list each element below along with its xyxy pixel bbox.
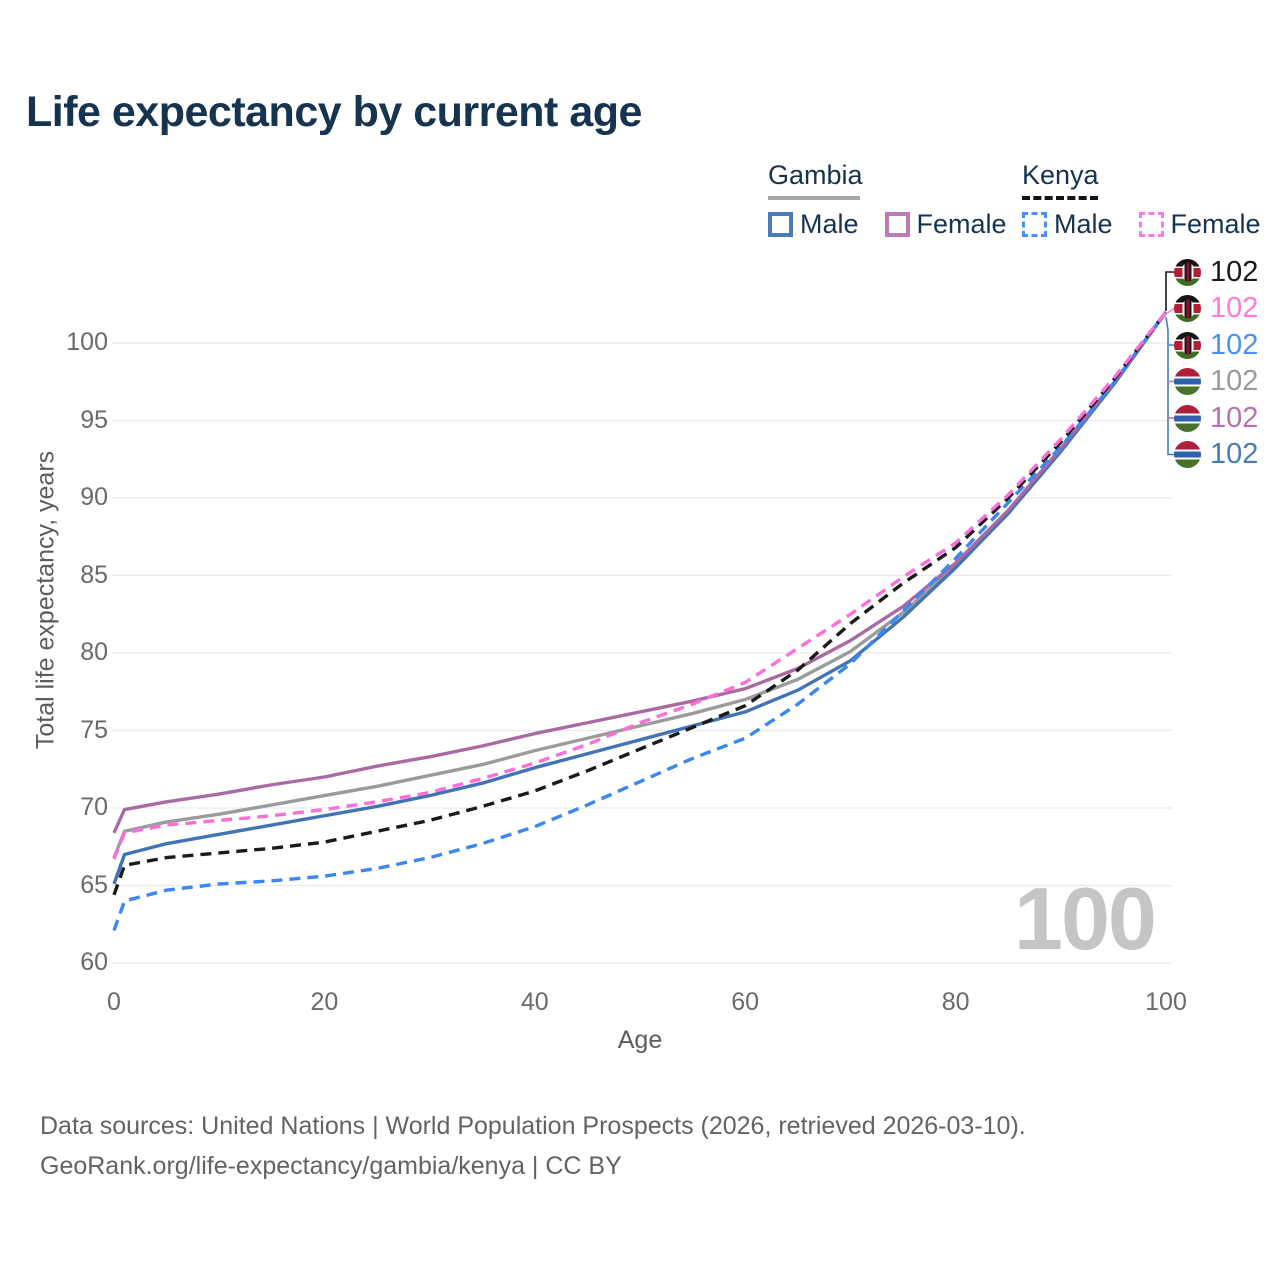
legend-group-line-style-swatch: [1022, 196, 1098, 200]
legend-group-label: Kenya: [1022, 160, 1099, 190]
gambia-flag-icon: [1174, 404, 1201, 432]
connector-kenya-female: [1165, 307, 1175, 315]
x-tick-label-0: 0: [107, 988, 121, 1016]
connector-kenya-all: [1165, 271, 1174, 311]
connector-gambia-male: [1165, 316, 1174, 456]
legend-item-gambia-male[interactable]: Male: [768, 209, 859, 240]
footer-line-sources: Data sources: United Nations | World Pop…: [40, 1112, 1026, 1140]
x-tick-label-60: 60: [731, 988, 760, 1016]
legend-item-gambia-female[interactable]: Female: [884, 209, 1007, 240]
x-axis-title: Age: [617, 1026, 663, 1054]
legend-item-label: Male: [1054, 209, 1113, 239]
footer-attribution: Data sources: United Nations | World Pop…: [40, 1106, 1026, 1186]
line-kenya-all: [112, 310, 1168, 896]
legend-item-kenya-female[interactable]: Female: [1138, 209, 1261, 240]
legend-item-kenya-male[interactable]: Male: [1022, 209, 1113, 240]
gambia-flag-icon: [1174, 441, 1201, 468]
end-label-kenya-female: 102: [1174, 290, 1258, 327]
end-label-value: 102: [1210, 401, 1259, 434]
age-watermark: 100: [1014, 869, 1157, 968]
end-label-kenya-all: 102: [1174, 254, 1258, 291]
y-tick-label-65: 65: [80, 870, 108, 899]
end-label-gambia-female: 102: [1174, 400, 1258, 437]
legend-swatch-icon: [1138, 212, 1164, 237]
kenya-flag-icon: [1174, 295, 1201, 322]
y-tick-label-90: 90: [80, 483, 108, 511]
legend-group-kenya: Kenya Male Female: [1022, 160, 1261, 240]
legend-swatch-icon: [1022, 212, 1047, 237]
y-tick-label-60: 60: [80, 948, 108, 976]
legend-item-label: Female: [1170, 209, 1261, 239]
y-tick-label-80: 80: [80, 638, 108, 666]
legend-group-line-style-swatch: [768, 196, 860, 200]
legend-group-gambia: Gambia Male Female: [768, 160, 1007, 240]
end-label-value: 102: [1210, 365, 1259, 397]
end-label-kenya-male: 102: [1174, 327, 1258, 364]
legend-item-label: Female: [916, 209, 1007, 239]
line-gambia-all: [112, 311, 1168, 859]
y-tick-label-75: 75: [80, 715, 108, 744]
y-tick-label-95: 95: [80, 405, 108, 434]
legend-swatch-icon: [884, 212, 910, 237]
end-label-gambia-male: 102: [1174, 436, 1258, 473]
x-tick-label-20: 20: [310, 988, 339, 1016]
end-label-gambia-all: 102: [1174, 363, 1258, 400]
end-label-value: 102: [1210, 328, 1259, 361]
end-label-value: 102: [1210, 255, 1259, 288]
end-label-value: 102: [1210, 438, 1259, 470]
x-tick-label-40: 40: [520, 988, 549, 1016]
y-tick-label-85: 85: [80, 560, 108, 589]
x-tick-label-80: 80: [941, 988, 970, 1016]
y-tick-label-100: 100: [66, 328, 108, 356]
legend-swatch-icon: [768, 212, 793, 237]
line-kenya-female: [112, 310, 1168, 860]
x-tick-label-100: 100: [1145, 988, 1187, 1016]
legend-item-label: Male: [800, 209, 859, 239]
kenya-flag-icon: [1174, 258, 1201, 286]
line-kenya-male: [112, 310, 1168, 932]
page-title: Life expectancy by current age: [26, 88, 642, 136]
footer-line-url: GeoRank.org/life-expectancy/gambia/kenya…: [40, 1152, 622, 1180]
kenya-flag-icon: [1174, 331, 1201, 359]
y-tick-label-70: 70: [80, 793, 108, 821]
end-label-value: 102: [1210, 292, 1259, 324]
y-axis-title: Total life expectancy, years: [31, 450, 60, 750]
gambia-flag-icon: [1174, 368, 1201, 395]
line-gambia-female: [112, 310, 1168, 834]
line-gambia-male: [112, 311, 1168, 885]
legend-group-label: Gambia: [768, 160, 863, 190]
